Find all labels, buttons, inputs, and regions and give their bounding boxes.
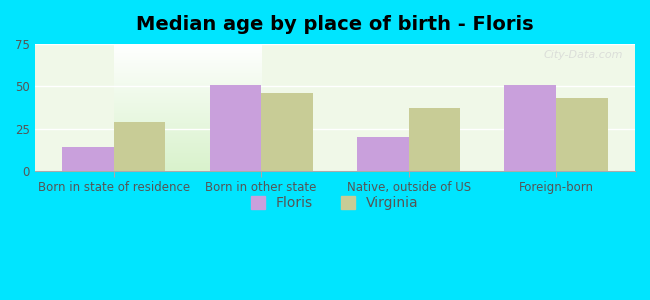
- Bar: [261, 93, 313, 171]
- Bar: [409, 108, 460, 171]
- Text: City-Data.com: City-Data.com: [543, 50, 623, 60]
- Bar: [357, 137, 409, 171]
- Bar: [504, 85, 556, 171]
- Bar: [62, 147, 114, 171]
- Title: Median age by place of birth - Floris: Median age by place of birth - Floris: [136, 15, 534, 34]
- Bar: [114, 122, 165, 171]
- Bar: [209, 85, 261, 171]
- Bar: [556, 98, 608, 171]
- Legend: Floris, Virginia: Floris, Virginia: [244, 189, 426, 217]
